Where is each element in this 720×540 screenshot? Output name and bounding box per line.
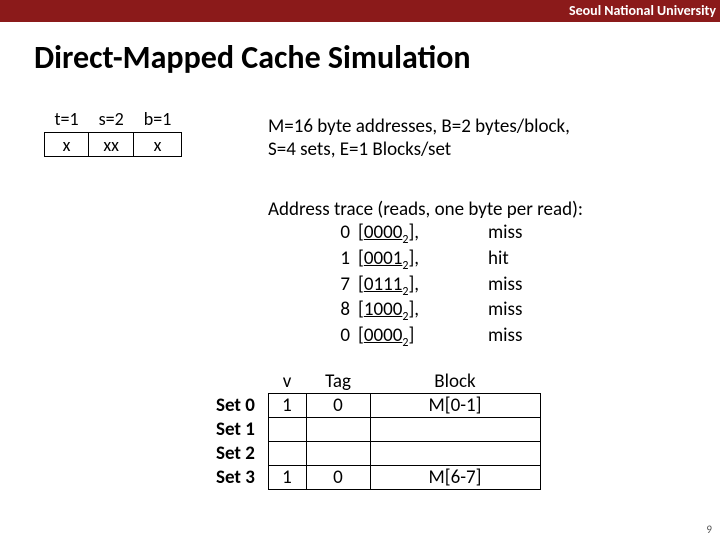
set-v: 1 [268,466,306,490]
trace-result: miss [488,221,558,247]
col-block: Block [370,370,540,393]
header-bar: Seoul National University [0,0,720,22]
trace-bin: [10002], [358,298,488,324]
university-label: Seoul National University [569,2,716,19]
cache-row: Set 2 [216,442,540,466]
params-block: M=16 byte addresses, B=2 bytes/block, S=… [268,116,570,162]
cache-header: v Tag Block [216,370,541,393]
set-label: Set 0 [216,394,268,418]
address-trace: Address trace (reads, one byte per read)… [268,198,583,350]
bits-s-label: s=2 [89,108,134,133]
trace-result: hit [488,247,558,273]
set-tag [306,418,370,442]
trace-addr: 7 [268,273,358,299]
trace-row: 1[00012],hit [268,247,583,273]
cache-row: Set 310M[6-7] [216,466,540,490]
set-tag [306,442,370,466]
bits-b-label: b=1 [134,108,182,133]
bits-s-val: xx [89,133,134,157]
set-tag: 0 [306,466,370,490]
set-v [268,418,306,442]
trace-addr: 0 [268,221,358,247]
trace-bin: [00002], [358,221,488,247]
cache-row: Set 010M[0-1] [216,394,540,418]
trace-row: 0[00002],miss [268,221,583,247]
trace-row: 8[10002],miss [268,298,583,324]
set-label: Set 2 [216,442,268,466]
trace-result: miss [488,273,558,299]
set-tag: 0 [306,394,370,418]
trace-addr: 0 [268,324,358,350]
bits-t-label: t=1 [45,108,89,133]
bits-t-val: x [45,133,89,157]
set-blk: M[0-1] [370,394,540,418]
trace-result: miss [488,298,558,324]
trace-result: miss [488,324,558,350]
trace-bin: [00012], [358,247,488,273]
trace-bin: [01112], [358,273,488,299]
trace-row: 7[01112],miss [268,273,583,299]
set-v [268,442,306,466]
bitfield-table: t=1 s=2 b=1 x xx x [44,108,182,157]
set-v: 1 [268,394,306,418]
bits-b-val: x [134,133,182,157]
cache-row: Set 1 [216,418,540,442]
trace-rows: 0[00002],miss1[00012],hit7[01112],miss8[… [268,221,583,350]
trace-heading: Address trace (reads, one byte per read)… [268,198,583,221]
set-label: Set 3 [216,466,268,490]
trace-row: 0[00002]miss [268,324,583,350]
trace-addr: 8 [268,298,358,324]
set-blk: M[6-7] [370,466,540,490]
set-label: Set 1 [216,418,268,442]
page-title: Direct-Mapped Cache Simulation [0,22,720,95]
page-number: 9 [706,523,712,536]
set-blk [370,442,540,466]
col-v: v [268,370,306,393]
trace-addr: 1 [268,247,358,273]
col-tag: Tag [306,370,370,393]
params-line2: S=4 sets, E=1 Blocks/set [268,139,570,162]
params-line1: M=16 byte addresses, B=2 bytes/block, [268,116,570,139]
set-blk [370,418,540,442]
cache-table-block: v Tag Block Set 010M[0-1]Set 1Set 2Set 3… [216,370,541,490]
trace-bin: [00002] [358,324,488,350]
cache-table: Set 010M[0-1]Set 1Set 2Set 310M[6-7] [216,393,541,490]
